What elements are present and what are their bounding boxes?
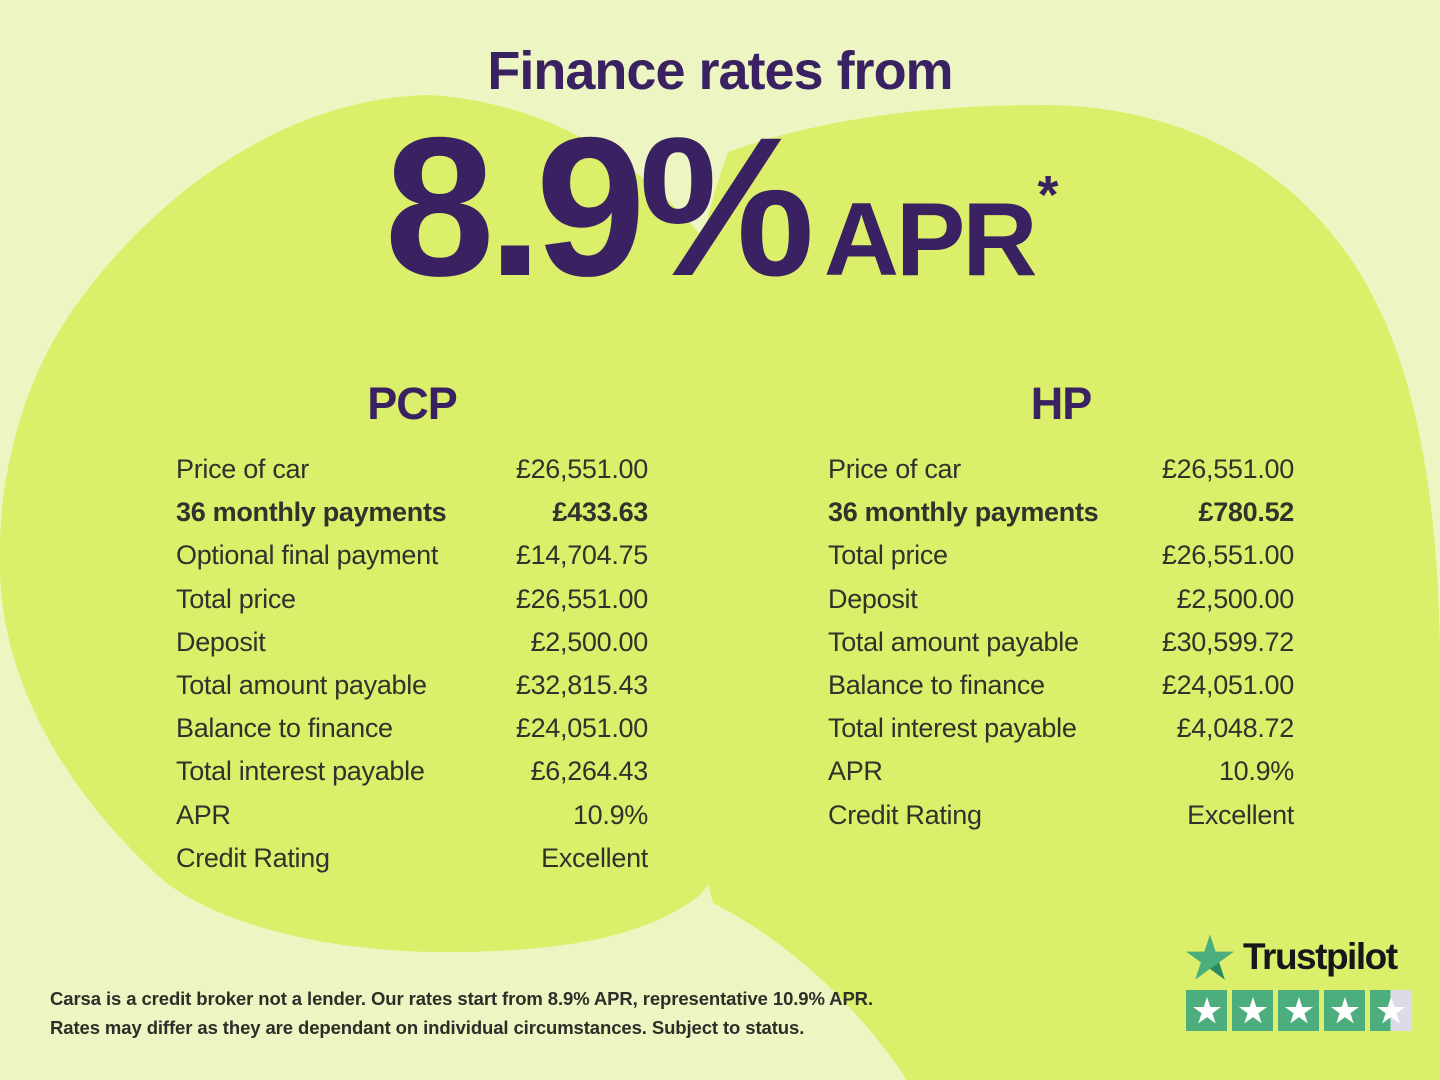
trustpilot-star-icon [1186, 934, 1234, 980]
pcp-rows: Price of car £26,551.00 36 monthly payment… [176, 448, 648, 880]
finance-row-label: Total interest payable [828, 713, 1077, 744]
finance-row: Total price £26,551.00 [828, 534, 1294, 577]
finance-row-label: Balance to finance [828, 670, 1045, 701]
finance-row: Price of car £26,551.00 [176, 448, 648, 491]
finance-row: Total interest payable £6,264.43 [176, 750, 648, 793]
finance-row-label: Price of car [176, 454, 309, 485]
finance-row: 36 monthly payments £780.52 [828, 491, 1294, 534]
finance-row: Total price £26,551.00 [176, 578, 648, 621]
trustpilot-header: Trustpilot [1186, 934, 1418, 980]
hp-rows: Price of car £26,551.00 36 monthly payment… [828, 448, 1294, 837]
finance-row-value: £4,048.72 [1176, 713, 1295, 744]
finance-row-label: APR [176, 799, 231, 830]
finance-row: Total amount payable £30,599.72 [828, 621, 1294, 664]
hp-heading: HP [1030, 378, 1093, 429]
finance-row-value: Excellent [541, 842, 648, 873]
hp-table: HP Price of car £26,551.00 36 monthly paym… [828, 378, 1294, 837]
background-blob-left [0, 95, 813, 953]
finance-row-label: Deposit [176, 626, 266, 657]
trustpilot-star-box [1370, 990, 1411, 1031]
pcp-heading: PCP [367, 378, 458, 429]
trustpilot-widget: Trustpilot [1186, 934, 1418, 1031]
finance-row-value: £32,815.43 [515, 670, 648, 701]
headline-rate: 8.9% APR* [0, 108, 1440, 306]
finance-row: Price of car £26,551.00 [828, 448, 1294, 491]
finance-row-label: Total interest payable [176, 756, 425, 787]
finance-row-label: 36 monthly payments [176, 497, 447, 528]
rate-value: 8.9% [384, 96, 815, 317]
disclaimer-line-2: Rates may differ as they are dependant o… [50, 1017, 805, 1038]
trustpilot-star-box [1324, 990, 1365, 1031]
finance-row-value: £6,264.43 [530, 756, 649, 787]
star-glyph-icon [1238, 997, 1267, 1024]
finance-row: Credit Rating Excellent [828, 794, 1294, 837]
finance-row-value: £26,551.00 [515, 583, 648, 614]
finance-row-value: £26,551.00 [1161, 540, 1294, 571]
rate-unit: APR [823, 182, 1038, 298]
finance-row-label: APR [828, 756, 883, 787]
finance-row-value: £2,500.00 [1176, 583, 1295, 614]
star-glyph-icon [1192, 997, 1221, 1024]
trustpilot-star-box [1278, 990, 1319, 1031]
finance-row-value: £30,599.72 [1161, 626, 1294, 657]
finance-row-label: 36 monthly payments [828, 497, 1099, 528]
finance-row-label: Total price [828, 540, 948, 571]
finance-row: Balance to finance £24,051.00 [176, 707, 648, 750]
finance-row-label: Total price [176, 583, 296, 614]
finance-row-value: £24,051.00 [515, 713, 648, 744]
finance-row-label: Credit Rating [828, 799, 982, 830]
trustpilot-rating-stars [1186, 990, 1418, 1031]
trustpilot-brand-label: Trustpilot [1243, 936, 1398, 977]
finance-row-value: £2,500.00 [530, 626, 649, 657]
finance-row: Total amount payable £32,815.43 [176, 664, 648, 707]
finance-row: Credit Rating Excellent [176, 837, 648, 880]
finance-row-value: Excellent [1187, 799, 1294, 830]
finance-row-label: Deposit [828, 583, 918, 614]
finance-row: APR 10.9% [176, 794, 648, 837]
background-blob-right [672, 105, 1440, 1080]
finance-row-value: 10.9% [572, 799, 648, 830]
finance-row: Total interest payable £4,048.72 [828, 707, 1294, 750]
finance-row: Deposit £2,500.00 [828, 578, 1294, 621]
star-glyph-icon [1376, 997, 1405, 1024]
finance-row-value: 10.9% [1218, 756, 1294, 787]
disclaimer-line-1: Carsa is a credit broker not a lender. O… [50, 988, 873, 1009]
finance-row-label: Total amount payable [828, 626, 1079, 657]
star-glyph-icon [1284, 997, 1313, 1024]
finance-row-value: £14,704.75 [515, 540, 648, 571]
pcp-table: PCP Price of car £26,551.00 36 monthly pay… [176, 378, 648, 880]
finance-row-value: £26,551.00 [1161, 454, 1294, 485]
finance-row-value: £26,551.00 [515, 454, 648, 485]
disclaimer: Carsa is a credit broker not a lender. O… [50, 984, 873, 1042]
finance-row-value: £24,051.00 [1161, 670, 1294, 701]
finance-row-label: Total amount payable [176, 670, 427, 701]
rate-asterisk: * [1037, 165, 1058, 225]
star-glyph-icon [1330, 997, 1359, 1024]
finance-row: Optional final payment £14,704.75 [176, 534, 648, 577]
finance-row: APR 10.9% [828, 750, 1294, 793]
finance-row: Deposit £2,500.00 [176, 621, 648, 664]
finance-row-value: £780.52 [1198, 497, 1295, 528]
finance-row-label: Optional final payment [176, 540, 439, 571]
headline-kicker: Finance rates from [487, 41, 953, 101]
finance-row: Balance to finance £24,051.00 [828, 664, 1294, 707]
finance-row: 36 monthly payments £433.63 [176, 491, 648, 534]
trustpilot-star-box [1186, 990, 1227, 1031]
finance-row-label: Balance to finance [176, 713, 393, 744]
finance-row-label: Price of car [828, 454, 961, 485]
rate-unit-wrap: APR* [824, 168, 1059, 292]
finance-row-label: Credit Rating [176, 842, 330, 873]
trustpilot-star-box [1232, 990, 1273, 1031]
finance-row-value: £433.63 [552, 497, 649, 528]
